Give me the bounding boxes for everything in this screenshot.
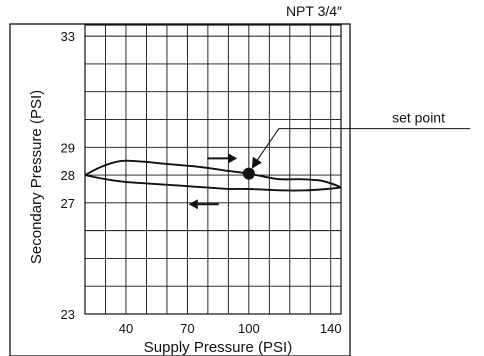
series-line-increasing (84, 159, 342, 189)
series-line-decreasing (84, 174, 342, 192)
arrow-left (188, 199, 219, 210)
y-tick-label: 23 (61, 307, 75, 322)
plot-area (84, 24, 342, 315)
set-point-label: set point (392, 110, 445, 126)
chart-frame (9, 23, 351, 356)
y-axis-label: Secondary Pressure (PSI) (28, 90, 45, 264)
y-tick-labels: 23 27 28 29 33 (61, 29, 75, 322)
x-tick-label: 70 (180, 321, 194, 336)
x-tick-labels: 40 70 100 140 (119, 321, 342, 336)
x-tick-label: 100 (238, 321, 260, 336)
x-axis-label: Supply Pressure (PSI) (144, 339, 292, 356)
y-tick-label: 29 (61, 140, 75, 155)
arrow-head (188, 199, 198, 210)
set-point-leader-arrowhead (251, 156, 262, 169)
set-point-group: set point (242, 110, 470, 180)
direction-arrows (188, 153, 238, 210)
y-tick-label: 33 (61, 29, 75, 44)
chart-title: NPT 3/4″ (286, 3, 342, 19)
grid (84, 24, 342, 315)
y-tick-label: 28 (61, 168, 75, 183)
hysteresis-curves (84, 159, 342, 192)
y-tick-label: 27 (61, 196, 75, 211)
arrow-right (207, 153, 238, 164)
set-point-leader (254, 128, 470, 164)
arrow-head (228, 153, 238, 164)
set-point-marker (242, 167, 255, 180)
x-tick-label: 140 (320, 321, 342, 336)
x-tick-label: 40 (119, 321, 133, 336)
